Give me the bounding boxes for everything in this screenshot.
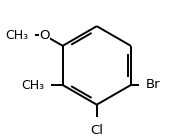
Text: O: O: [39, 29, 50, 42]
Text: Br: Br: [146, 78, 160, 91]
Text: CH₃: CH₃: [21, 79, 44, 91]
Text: CH₃: CH₃: [6, 29, 29, 42]
Text: Cl: Cl: [90, 124, 103, 137]
